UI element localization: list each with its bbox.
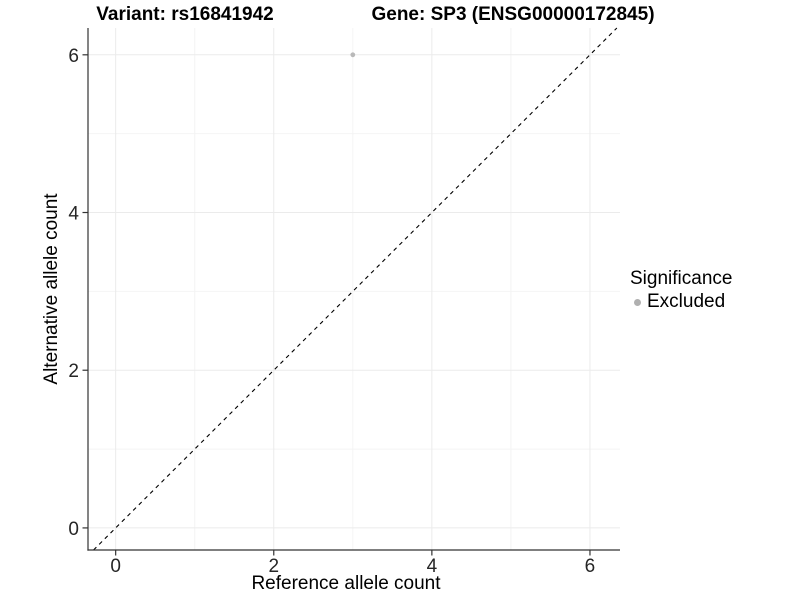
x-tick-label: 6 xyxy=(585,556,596,577)
y-tick-label: 6 xyxy=(68,46,79,67)
x-tick-label: 0 xyxy=(110,556,121,577)
legend-item-excluded: Excluded xyxy=(630,291,732,313)
legend-key-dot-icon xyxy=(634,298,641,306)
plot-title-variant: Variant: rs16841942 xyxy=(96,4,274,25)
data-point xyxy=(350,52,356,58)
plot-title-gene: Gene: SP3 (ENSG00000172845) xyxy=(371,4,655,25)
y-axis-title: Alternative allele count xyxy=(41,193,62,385)
y-tick-label: 2 xyxy=(68,361,79,382)
legend-title: Significance xyxy=(630,268,733,289)
x-axis-title: Reference allele count xyxy=(251,573,441,594)
identity-reference-line xyxy=(93,27,618,551)
legend: Significance Excluded xyxy=(630,268,732,313)
y-tick-label: 0 xyxy=(68,519,79,540)
y-tick-label: 4 xyxy=(68,204,79,225)
x-tick-label: 4 xyxy=(427,556,438,577)
legend-item-label: Excluded xyxy=(647,291,726,312)
x-tick-label: 2 xyxy=(268,556,279,577)
